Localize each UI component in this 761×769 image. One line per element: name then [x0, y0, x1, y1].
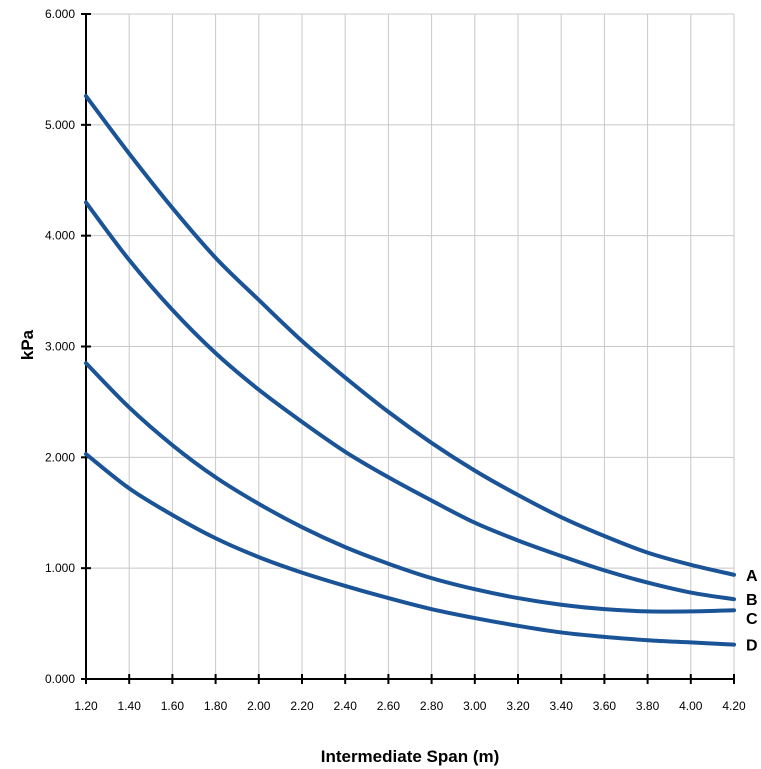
- y-tick-label: 4.000: [45, 229, 75, 243]
- x-tick-label: 3.40: [550, 699, 574, 713]
- x-tick-label: 3.00: [463, 699, 487, 713]
- x-tick-label: 4.00: [679, 699, 703, 713]
- axes: [81, 13, 735, 684]
- series-line-b: [84, 200, 736, 602]
- y-tick-label: 6.000: [45, 7, 75, 21]
- x-tick-label: 1.60: [161, 699, 185, 713]
- x-tick-label: 2.20: [290, 699, 314, 713]
- x-tick-label: 2.40: [334, 699, 358, 713]
- x-tick-label: 1.80: [204, 699, 228, 713]
- x-tick-label: 4.20: [722, 699, 746, 713]
- y-tick-label: 1.000: [45, 561, 75, 575]
- x-tick-label: 1.40: [118, 699, 142, 713]
- y-tick-label: 3.000: [45, 340, 75, 354]
- x-tick-label: 2.80: [420, 699, 444, 713]
- y-tick-label: 5.000: [45, 118, 75, 132]
- x-tick-label: 3.60: [593, 699, 617, 713]
- series-label-b: B: [746, 592, 758, 609]
- series-label-a: A: [746, 568, 758, 585]
- series-line-a: [84, 94, 736, 577]
- grid: [86, 13, 735, 679]
- series-line-c: [84, 361, 736, 614]
- y-axis-title: kPa: [18, 329, 37, 360]
- series-lines: [84, 94, 736, 647]
- x-tick-label: 2.00: [247, 699, 271, 713]
- tick-labels: 0.000 1.000 2.000 3.000 4.000 5.000 6.000 1.20 1…: [45, 7, 746, 713]
- y-tick-label: 0.000: [45, 672, 75, 686]
- x-axis-title: Intermediate Span (m): [321, 747, 500, 766]
- x-tick-label: 1.20: [74, 699, 98, 713]
- x-tick-label: 2.60: [377, 699, 401, 713]
- series-line-d: [84, 452, 736, 647]
- series-label-c: C: [746, 611, 758, 628]
- x-tick-label: 3.20: [506, 699, 530, 713]
- y-tick-label: 2.000: [45, 450, 75, 464]
- x-tick-label: 3.80: [636, 699, 660, 713]
- series-label-d: D: [746, 638, 758, 655]
